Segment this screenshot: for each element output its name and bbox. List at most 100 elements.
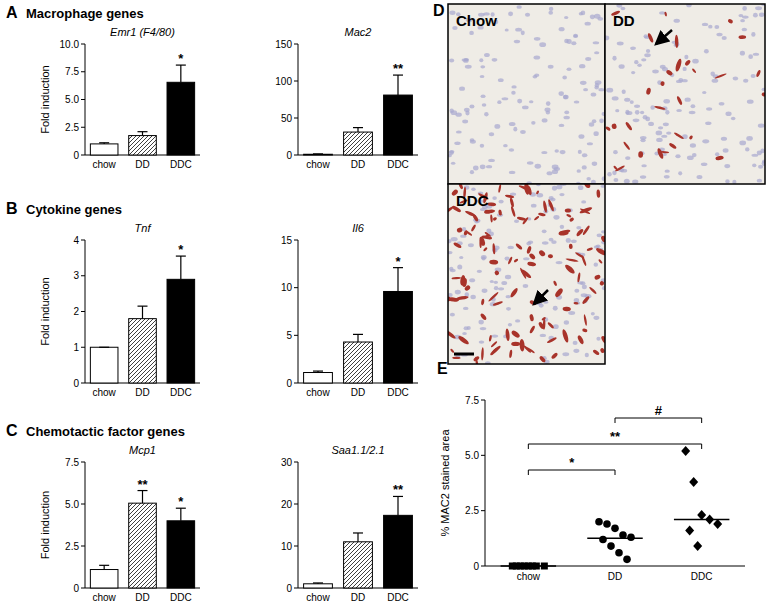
stain <box>480 313 488 321</box>
bar <box>384 95 413 155</box>
stain <box>481 347 484 360</box>
nucleus <box>450 108 454 113</box>
stain <box>462 278 468 287</box>
nucleus <box>480 327 487 330</box>
error-cap <box>313 582 323 583</box>
y-tick-label: 0 <box>286 378 292 389</box>
error-bar <box>176 256 186 279</box>
nucleus <box>457 264 462 269</box>
y-tick-label: 1 <box>73 342 79 353</box>
panel-letter: E <box>437 360 448 377</box>
nucleus <box>656 138 663 142</box>
nucleus <box>494 124 500 129</box>
nucleus <box>509 148 514 151</box>
stain <box>547 199 555 212</box>
point-circle <box>599 536 607 544</box>
stain <box>562 306 571 311</box>
stain <box>527 261 536 267</box>
nucleus <box>643 115 648 119</box>
x-tick-label: DD <box>351 592 365 603</box>
nucleus <box>502 97 509 100</box>
error-bar <box>99 565 109 569</box>
nucleus <box>664 175 670 179</box>
nucleus <box>523 257 529 260</box>
nucleus <box>546 101 551 106</box>
stain <box>654 105 666 110</box>
nucleus <box>501 281 507 285</box>
stain <box>573 302 578 305</box>
stain <box>551 352 559 360</box>
image-label: DD <box>613 12 635 29</box>
nucleus <box>559 27 565 31</box>
image-label: DDC <box>456 192 489 209</box>
median-line <box>587 538 642 540</box>
nucleus <box>733 76 738 80</box>
nucleus <box>469 104 474 108</box>
micrograph-bg <box>448 184 605 364</box>
y-tick <box>481 455 485 456</box>
nucleus <box>517 99 522 104</box>
nucleus <box>620 169 627 173</box>
stain <box>538 212 546 216</box>
y-tick <box>81 546 85 547</box>
stain <box>457 335 470 346</box>
nucleus <box>665 110 669 115</box>
nucleus <box>753 13 758 18</box>
nucleus <box>624 179 630 184</box>
nucleus <box>562 76 567 80</box>
nucleus <box>585 353 589 357</box>
nucleus <box>594 86 599 90</box>
nucleus <box>635 110 640 115</box>
stain <box>538 249 546 257</box>
nucleus <box>548 11 553 15</box>
y-tick <box>81 504 85 505</box>
stain <box>623 141 631 150</box>
nucleus <box>534 37 541 41</box>
nucleus <box>678 78 683 82</box>
bar <box>304 373 333 383</box>
nucleus <box>470 170 474 174</box>
nucleus <box>702 139 709 143</box>
nucleus <box>456 130 462 133</box>
nucleus <box>702 23 708 26</box>
nucleus <box>515 28 522 32</box>
nucleus <box>573 349 579 353</box>
nucleus <box>566 39 571 44</box>
y-axis <box>298 44 299 155</box>
nucleus <box>705 122 711 126</box>
y-tick-label: 7.5 <box>65 66 79 77</box>
chart-title: Il6 <box>352 222 365 234</box>
nucleus <box>480 144 484 148</box>
error-bar <box>393 75 403 95</box>
stain <box>559 229 571 235</box>
bar <box>167 279 195 383</box>
error-bar <box>393 496 403 515</box>
y-tick-label: 3 <box>73 270 79 281</box>
bar <box>344 132 373 155</box>
nucleus <box>559 124 565 127</box>
image-label: Chow <box>456 12 497 29</box>
nucleus <box>482 103 487 106</box>
nucleus <box>751 74 756 78</box>
stain <box>536 190 540 195</box>
error-bar <box>138 132 148 136</box>
dot-plot: E02.55.07.5% MAC2 stained areachowDDDDC*… <box>437 360 745 582</box>
nucleus <box>597 233 603 237</box>
nucleus <box>581 200 586 203</box>
error-cap <box>99 142 109 143</box>
stain <box>509 350 513 358</box>
nucleus <box>477 270 482 273</box>
y-axis-label: Fold induction <box>39 491 51 560</box>
y-tick-label: 0 <box>286 583 292 594</box>
bar <box>129 503 157 588</box>
plot-marks <box>90 65 194 155</box>
stain <box>668 142 677 150</box>
nucleus <box>455 290 461 295</box>
point-diamond <box>697 510 706 520</box>
x-tick-label: chow <box>92 592 116 603</box>
nucleus <box>499 200 504 204</box>
stain <box>453 242 462 249</box>
stain <box>489 260 498 265</box>
nucleus <box>683 67 687 71</box>
nucleus <box>553 215 559 220</box>
